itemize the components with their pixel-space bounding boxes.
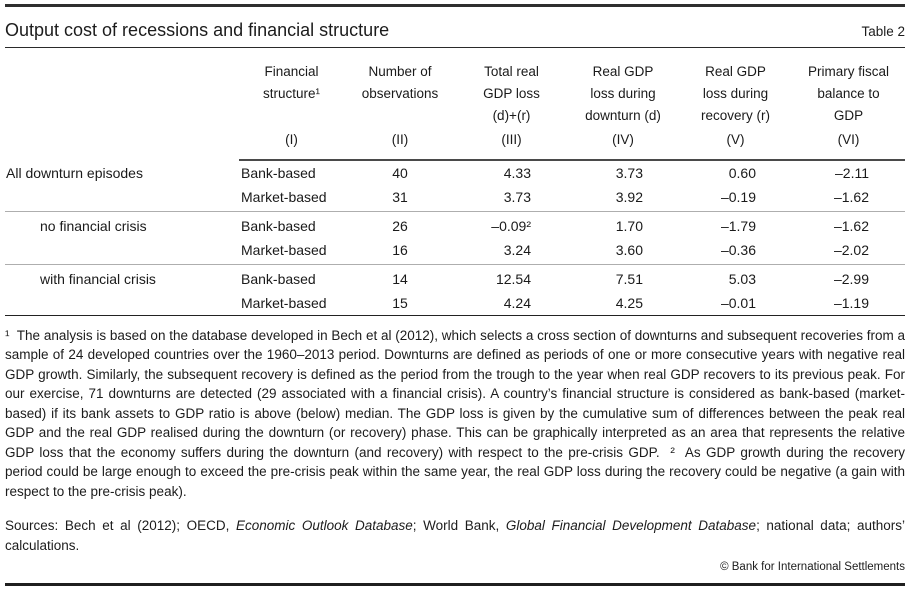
cell-financial-structure: Bank-based (241, 270, 316, 287)
group-separator-rule (5, 210, 905, 212)
table-header-row: Financial structure¹ Number of observati… (5, 61, 905, 127)
cell-value: 40 (392, 164, 408, 181)
column-header-primary-fiscal-balance: Primary fiscal balance to GDP (807, 63, 889, 123)
column-header-total-real-gdp-loss: Total real GDP loss (d)+(r) (483, 63, 540, 123)
column-numeral-5: (V) (726, 131, 745, 147)
footnote-paragraph: ¹ The analysis is based on the database … (5, 327, 905, 499)
cell-value: –2.99 (833, 270, 869, 287)
source-text: Sources: Bech et al (2012); OECD, (5, 518, 236, 533)
table-row: no financial crisis Bank-based 26 –0.09² 1.7… (5, 214, 905, 238)
cell-value: 0.60 (728, 164, 756, 181)
column-header-gdp-loss-downturn: Real GDP loss during downturn (d) (585, 63, 661, 123)
top-rule (5, 4, 905, 7)
cell-financial-structure: Market-based (241, 241, 327, 258)
cell-value: –1.79 (720, 217, 756, 234)
cell-value: 3.92 (615, 188, 643, 205)
table-body: All downturn episodes Bank-based 40 4.33 3.7… (5, 161, 905, 315)
cell-value: –1.62 (833, 188, 869, 205)
sources-line: Sources: Bech et al (2012); OECD, Econom… (5, 516, 905, 555)
table-row: Market-based 31 3.73 3.92 –0.19 –1.62 (5, 185, 905, 209)
row-group-label: no financial crisis (40, 217, 147, 234)
source-title-italic: Economic Outlook Database (235, 518, 413, 533)
table-row: Market-based 16 3.24 3.60 –0.36 –2.02 (5, 238, 905, 262)
page-title: Output cost of recessions and financial … (5, 19, 390, 40)
row-group-label: with financial crisis (40, 270, 156, 287)
cell-financial-structure: Market-based (241, 188, 327, 205)
cell-value: 31 (392, 188, 408, 205)
cell-value: 7.51 (615, 270, 643, 287)
cell-financial-structure: Bank-based (241, 217, 316, 234)
title-bar: Output cost of recessions and financial … (5, 18, 905, 42)
cell-value: 3.60 (615, 241, 643, 258)
table-number-label: Table 2 (861, 23, 905, 39)
cell-value: –0.09² (491, 217, 531, 234)
cell-financial-structure: Bank-based (241, 164, 316, 181)
column-numeral-3: (III) (501, 131, 522, 147)
cell-value: 4.33 (503, 164, 531, 181)
cell-value: –0.36 (720, 241, 756, 258)
cell-value: 12.54 (495, 270, 531, 287)
column-numeral-2: (II) (391, 131, 409, 147)
source-text: ; World Bank, (412, 518, 506, 533)
source-text: ; national data; authors’ calculations. (5, 518, 905, 553)
cell-value: –2.02 (833, 241, 869, 258)
cell-value: 3.73 (503, 188, 531, 205)
cell-value: 4.24 (503, 294, 531, 311)
column-header-number-of-observations: Number of observations (361, 63, 439, 101)
table-row: All downturn episodes Bank-based 40 4.33 3.7… (5, 161, 905, 185)
copyright-notice: © Bank for International Settlements (720, 561, 905, 573)
cell-value: 1.70 (615, 217, 643, 234)
cell-value: –1.62 (833, 217, 869, 234)
cell-value: –0.01 (720, 294, 756, 311)
title-rule (5, 46, 905, 48)
cell-value: –1.19 (833, 294, 869, 311)
header-row-label-spacer (5, 61, 239, 127)
cell-value: 4.25 (615, 294, 643, 311)
cell-value: 3.73 (615, 164, 643, 181)
column-numeral-1: (I) (285, 131, 298, 147)
column-numeral-6: (VI) (837, 131, 860, 147)
cell-value: 3.24 (503, 241, 531, 258)
column-header-gdp-loss-recovery: Real GDP loss during recovery (r) (700, 63, 770, 123)
table-row: with financial crisis Bank-based 14 12.54 7.… (5, 267, 905, 291)
header-separator-rule (239, 158, 905, 161)
column-header-financial-structure: Financial structure¹ (262, 63, 320, 101)
table-row: Market-based 15 4.24 4.25 –0.01 –1.19 (5, 291, 905, 315)
source-title-italic: Global Financial Development Database (505, 518, 757, 533)
column-numeral-4: (IV) (612, 131, 634, 147)
cell-value: 26 (392, 217, 408, 234)
cell-value: 15 (392, 294, 408, 311)
cell-value: 5.03 (728, 270, 756, 287)
cell-value: 14 (392, 270, 408, 287)
cell-value: 16 (392, 241, 408, 258)
cell-value: –2.11 (835, 164, 869, 181)
page-bottom-rule (5, 583, 905, 586)
cell-value: –0.19 (720, 188, 756, 205)
group-separator-rule (5, 263, 905, 265)
numeral-spacer (5, 130, 239, 150)
cell-financial-structure: Market-based (241, 294, 327, 311)
row-group-label: All downturn episodes (6, 164, 143, 181)
column-numerals-row: (I) (II) (III) (IV) (V) (VI) (5, 130, 905, 150)
table-bottom-rule (5, 314, 905, 316)
